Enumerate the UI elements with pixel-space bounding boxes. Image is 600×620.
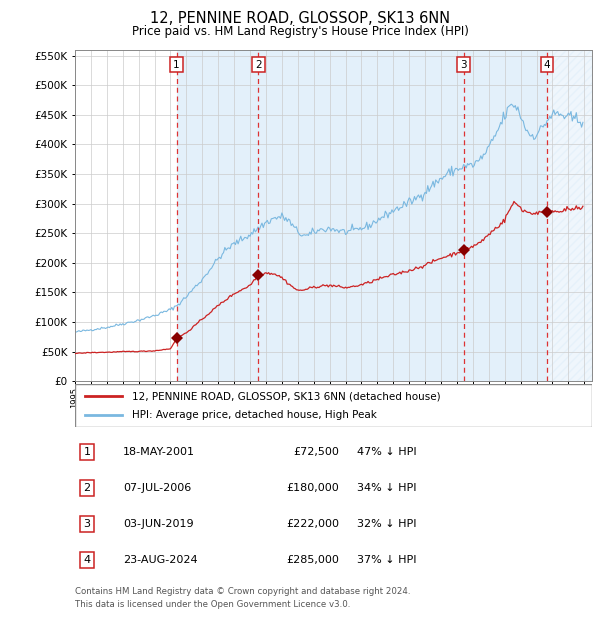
Text: 34% ↓ HPI: 34% ↓ HPI (357, 483, 416, 493)
Text: This data is licensed under the Open Government Licence v3.0.: This data is licensed under the Open Gov… (75, 600, 350, 609)
Bar (259, 50, 464, 381)
Text: 3: 3 (460, 60, 467, 69)
Text: Price paid vs. HM Land Registry's House Price Index (HPI): Price paid vs. HM Land Registry's House … (131, 25, 469, 38)
Text: 03-JUN-2019: 03-JUN-2019 (123, 519, 194, 529)
Bar (547, 50, 592, 381)
Text: 23-AUG-2024: 23-AUG-2024 (123, 555, 197, 565)
Text: 4: 4 (83, 555, 91, 565)
Text: £180,000: £180,000 (286, 483, 339, 493)
Text: £285,000: £285,000 (286, 555, 339, 565)
Text: 12, PENNINE ROAD, GLOSSOP, SK13 6NN: 12, PENNINE ROAD, GLOSSOP, SK13 6NN (150, 11, 450, 26)
Text: 37% ↓ HPI: 37% ↓ HPI (357, 555, 416, 565)
Text: £222,000: £222,000 (286, 519, 339, 529)
Bar (464, 50, 547, 381)
Text: 07-JUL-2006: 07-JUL-2006 (123, 483, 191, 493)
Text: 18-MAY-2001: 18-MAY-2001 (123, 447, 195, 457)
Text: 1: 1 (83, 447, 91, 457)
Text: 32% ↓ HPI: 32% ↓ HPI (357, 519, 416, 529)
Text: Contains HM Land Registry data © Crown copyright and database right 2024.: Contains HM Land Registry data © Crown c… (75, 587, 410, 596)
Text: 3: 3 (83, 519, 91, 529)
Text: 2: 2 (83, 483, 91, 493)
Text: 4: 4 (544, 60, 550, 69)
Text: 12, PENNINE ROAD, GLOSSOP, SK13 6NN (detached house): 12, PENNINE ROAD, GLOSSOP, SK13 6NN (det… (132, 391, 440, 401)
Bar (176, 50, 259, 381)
Text: HPI: Average price, detached house, High Peak: HPI: Average price, detached house, High… (132, 410, 377, 420)
Text: £72,500: £72,500 (293, 447, 339, 457)
Text: 2: 2 (255, 60, 262, 69)
Text: 1: 1 (173, 60, 180, 69)
Text: 47% ↓ HPI: 47% ↓ HPI (357, 447, 416, 457)
